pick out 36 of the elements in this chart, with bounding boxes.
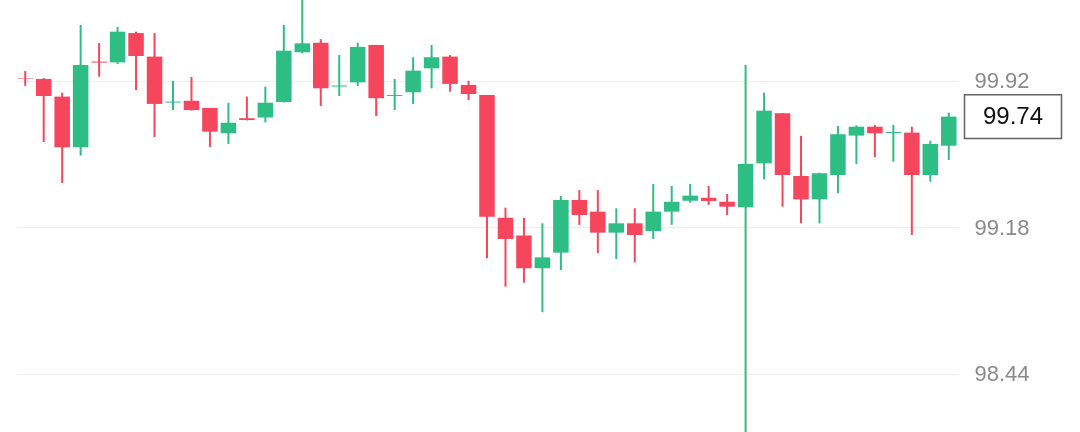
candlestick: [719, 193, 735, 217]
candlestick: [571, 189, 588, 226]
candlestick: [737, 63, 754, 432]
candlestick: [645, 182, 661, 240]
candlestick: [220, 101, 237, 145]
candlestick: [423, 43, 440, 90]
candlestick: [627, 207, 643, 264]
text: 99.74: [982, 101, 1044, 129]
y-tick-label: 98.44: [974, 361, 1030, 387]
candlestick: [460, 79, 477, 101]
candlestick: [700, 184, 717, 206]
candlestick: [663, 184, 680, 226]
candlestick: [257, 85, 274, 124]
candlestick: [91, 41, 107, 78]
candlestick: [17, 70, 33, 87]
candlestick: [885, 123, 902, 163]
candlestick: [128, 30, 144, 92]
candlestick: [183, 76, 200, 112]
candlestick: [608, 207, 625, 260]
candlestick: [497, 206, 514, 288]
candlestick: [793, 135, 809, 225]
candlestick: [239, 95, 255, 122]
candlestick: [386, 78, 403, 112]
candlestick: [867, 123, 883, 159]
y-tick-label: 99.92: [974, 68, 1030, 94]
candlestick: [165, 79, 181, 112]
candlestick: [294, 0, 311, 55]
candlestick: [202, 106, 218, 148]
candlestick: [590, 189, 606, 255]
candlestick: [35, 77, 52, 143]
y-tick-label: 99.18: [974, 214, 1030, 240]
candlestick: [405, 56, 421, 105]
candlestick: [534, 222, 551, 314]
candlestick: [848, 124, 865, 165]
candlestick: [331, 54, 347, 98]
candlestick: [682, 182, 698, 204]
